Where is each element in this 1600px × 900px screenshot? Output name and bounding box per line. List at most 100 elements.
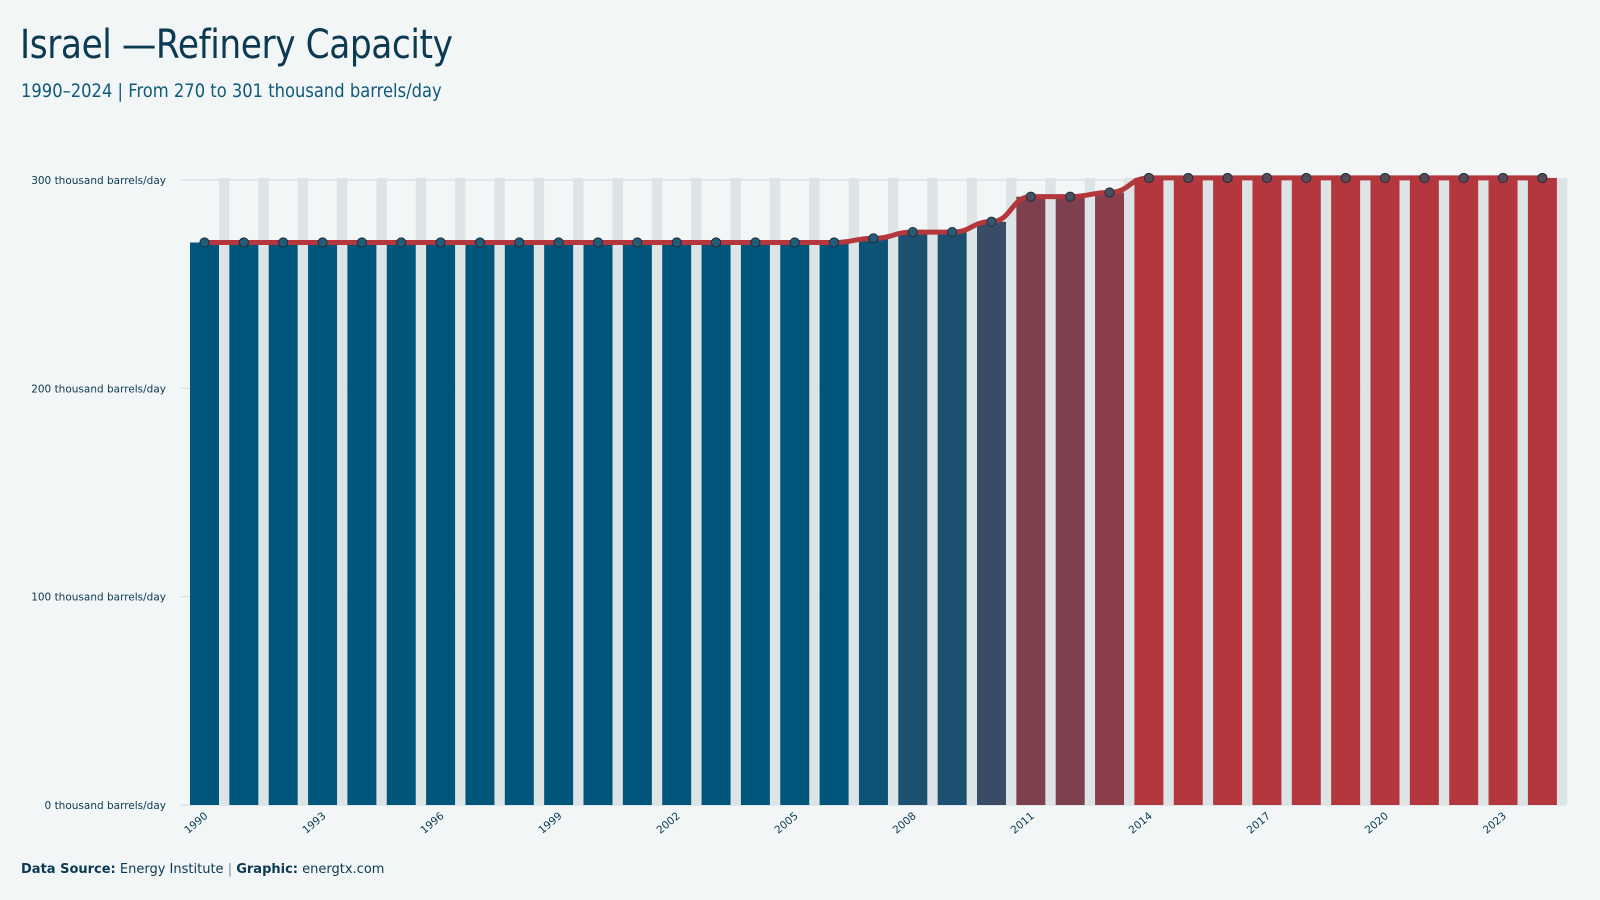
bar-gap: [691, 178, 702, 805]
x-tick-label: 2008: [891, 810, 919, 836]
point-2016: [1222, 172, 1233, 184]
bar-gap: [1124, 178, 1135, 805]
bar-gap: [809, 178, 820, 805]
bar-gap: [1163, 178, 1174, 805]
bar-2019: [1331, 177, 1361, 805]
point-2020: [1379, 172, 1391, 184]
x-tick-label: 1993: [300, 810, 328, 836]
bar-gap: [730, 178, 741, 805]
x-tick-label: 2011: [1009, 810, 1037, 836]
point-1990: [199, 237, 210, 248]
bar-gap: [494, 178, 505, 805]
bar-gap: [1084, 178, 1096, 805]
bar-gap: [1281, 178, 1292, 805]
point-2004: [750, 237, 761, 248]
bar-2014: [1134, 177, 1164, 805]
bar-gap: [455, 178, 466, 805]
bar-gap: [1242, 178, 1253, 805]
bar-2003: [701, 242, 731, 805]
source-value: Energy Institute: [119, 862, 224, 877]
bar-1997: [465, 242, 495, 805]
bar-gap: [1202, 178, 1214, 805]
bar-2001: [622, 242, 652, 805]
bar-gap: [1517, 178, 1528, 805]
bar-2011: [1016, 196, 1046, 805]
point-1991: [238, 237, 249, 248]
y-tick-label: 0 thousand barrels/day: [45, 800, 166, 812]
bar-gap: [258, 178, 269, 805]
bar-gap: [337, 178, 348, 805]
bar-gap: [612, 178, 623, 805]
point-2006: [829, 237, 840, 248]
bar-2017: [1252, 177, 1282, 805]
bar-2024: [1527, 177, 1557, 805]
point-1995: [396, 237, 407, 248]
x-tick-label: 2002: [654, 810, 682, 836]
bar-1992: [268, 242, 298, 805]
point-2005: [789, 237, 800, 248]
bar-gap: [1360, 178, 1371, 805]
bar-2009: [937, 232, 967, 806]
bar-2005: [780, 242, 810, 805]
chart-title: Israel —Refinery Capacity: [20, 22, 453, 68]
point-1998: [514, 237, 525, 248]
point-2023: [1497, 172, 1509, 184]
bar-1995: [386, 242, 416, 805]
chart-subtitle: 1990–2024 | From 270 to 301 thousand bar…: [21, 80, 442, 102]
point-2014: [1143, 172, 1155, 184]
line-layer: [199, 172, 1548, 248]
point-2019: [1340, 172, 1351, 184]
point-2012: [1065, 191, 1076, 202]
point-1992: [278, 237, 289, 248]
bar-1994: [347, 242, 377, 805]
point-2011: [1025, 191, 1036, 202]
bar-2021: [1409, 177, 1439, 805]
bar-2013: [1095, 192, 1125, 805]
bar-2008: [898, 232, 928, 806]
bar-1996: [426, 242, 456, 805]
bar-2004: [740, 242, 770, 805]
bar-2012: [1055, 196, 1085, 805]
x-tick-label: 2005: [772, 810, 800, 836]
source-label: Data Source:: [21, 862, 116, 877]
graphic-value: energtx.com: [302, 862, 385, 877]
x-tick-label: 2023: [1481, 810, 1509, 836]
x-tick-label: 2020: [1363, 810, 1391, 836]
point-2024: [1537, 172, 1548, 184]
bar-2022: [1449, 177, 1479, 805]
bar-gap: [1438, 178, 1450, 805]
bar-2007: [858, 238, 888, 806]
bar-2016: [1213, 177, 1243, 805]
bar-gap: [1478, 178, 1489, 805]
bar-gap: [848, 178, 859, 805]
bar-gap: [1320, 178, 1332, 805]
bar-1990: [190, 242, 219, 805]
footer-separator: |: [227, 862, 233, 877]
bar-gap: [219, 178, 230, 805]
bar-gap: [533, 178, 545, 805]
point-1994: [356, 237, 367, 248]
bar-1998: [504, 242, 534, 805]
point-2000: [592, 237, 604, 248]
bar-gap: [1399, 178, 1410, 805]
graphic-label: Graphic:: [236, 862, 298, 877]
bar-2006: [819, 242, 849, 805]
bar-1993: [308, 242, 338, 805]
bar-gap: [1045, 178, 1056, 805]
x-tick-label: 2017: [1245, 810, 1273, 836]
point-1993: [317, 237, 328, 248]
x-tick-label: 1990: [182, 810, 210, 836]
point-2013: [1104, 187, 1115, 198]
footer-credits: Data Source: Energy Institute | Graphic:…: [21, 862, 384, 877]
y-tick-label: 100 thousand barrels/day: [31, 592, 166, 604]
point-2018: [1301, 172, 1312, 184]
bar-2010: [977, 221, 1006, 805]
point-2008: [907, 226, 918, 238]
bar-2020: [1370, 177, 1400, 805]
bar-gap: [966, 178, 977, 805]
point-1996: [435, 237, 446, 248]
point-2009: [947, 226, 958, 238]
bar-gap: [1556, 178, 1568, 805]
point-2002: [671, 237, 682, 248]
x-tick-label: 2014: [1127, 810, 1155, 837]
